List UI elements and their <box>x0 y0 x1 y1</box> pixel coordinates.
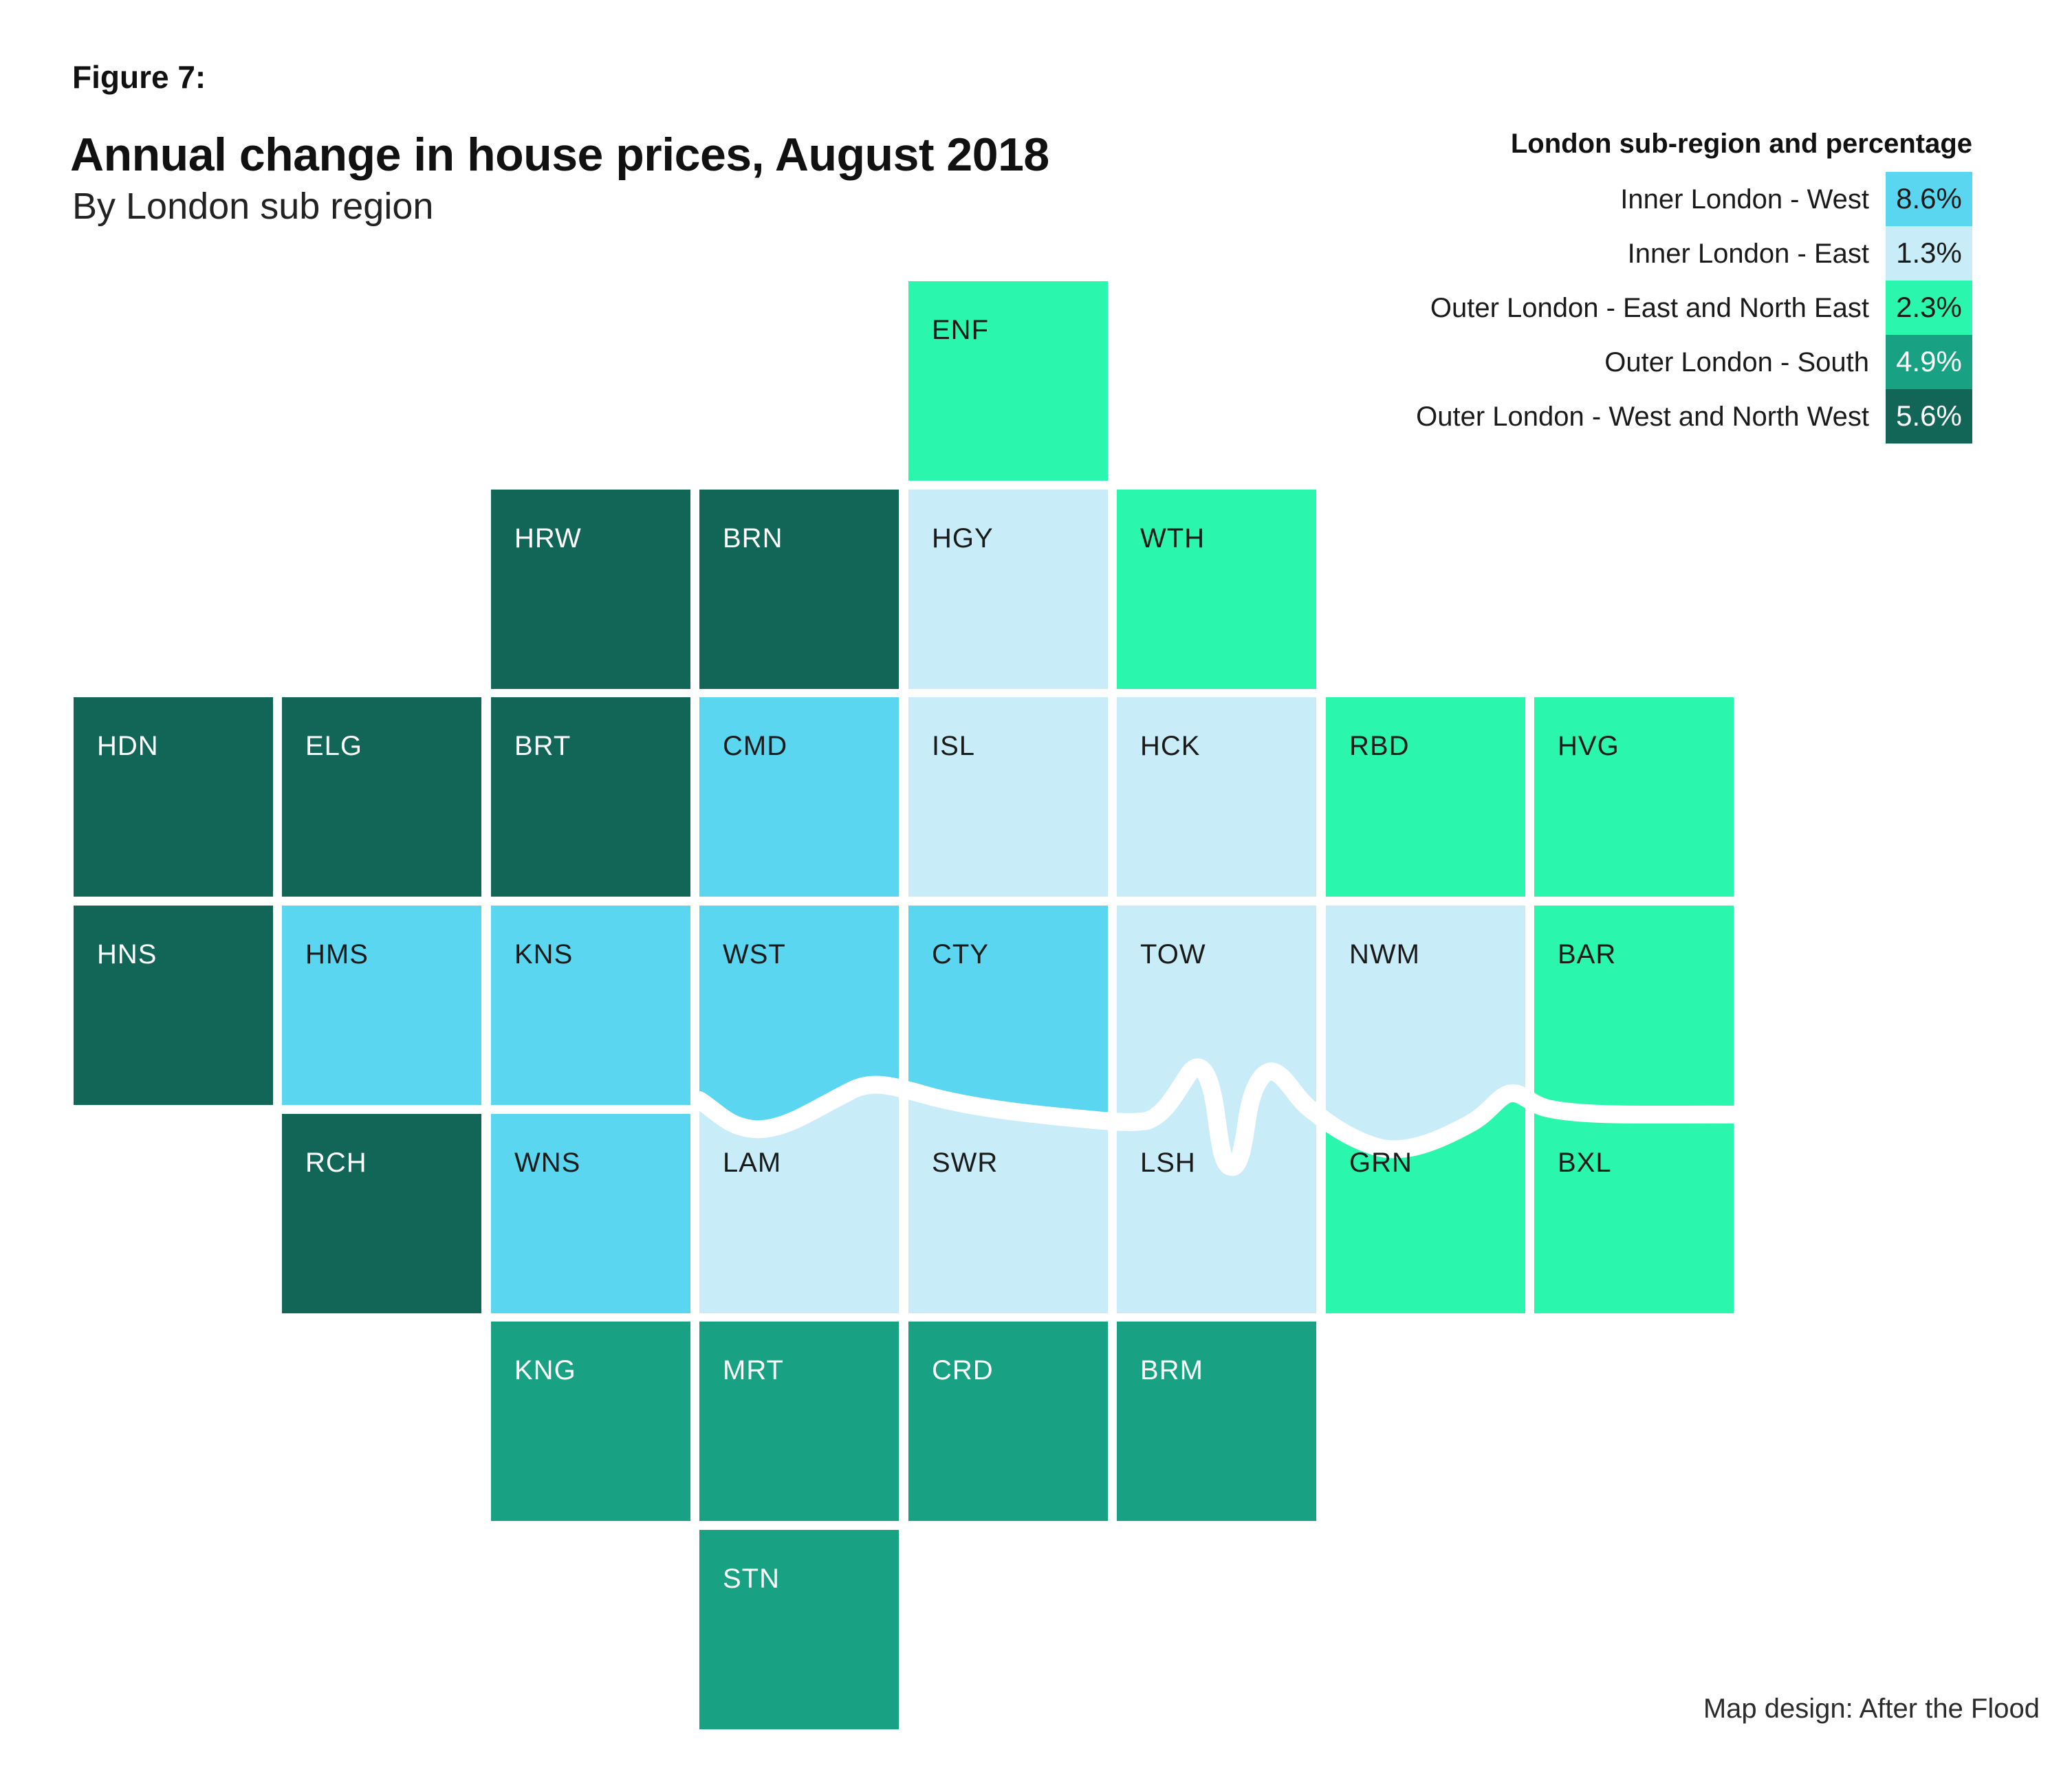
tile-kns <box>491 906 690 1105</box>
legend-item: Outer London - West and North West 5.6% <box>1416 389 1972 443</box>
tile-label-hgy: HGY <box>932 523 994 554</box>
tile-label-kns: KNS <box>514 939 573 970</box>
tile-hvg <box>1534 697 1734 897</box>
borough-tile-grid <box>74 281 1734 1729</box>
tile-label-kng: KNG <box>514 1355 576 1386</box>
legend-item: Outer London - East and North East 2.3% <box>1430 281 1972 335</box>
tile-label-wth: WTH <box>1140 523 1205 554</box>
tile-bxl <box>1534 1103 1734 1313</box>
tile-lam <box>699 1084 899 1313</box>
tile-label-rch: RCH <box>305 1148 367 1178</box>
figure-number: Figure 7: <box>72 59 206 95</box>
borough-tile-labels: ENF HRW BRN HGY WTH HDN ELG BRT CMD ISL HCK RBD HVG H… <box>97 315 1620 1594</box>
tile-label-brt: BRT <box>514 731 571 761</box>
map-credit: Map design: After the Flood <box>1703 1694 2040 1724</box>
legend-header: London sub-region and percentage <box>1511 129 1972 159</box>
tile-label-cty: CTY <box>932 939 989 970</box>
tile-rbd <box>1326 697 1525 897</box>
tile-hrw <box>491 490 690 689</box>
legend-item: Inner London - East 1.3% <box>1628 226 1972 281</box>
legend-value: 8.6% <box>1896 182 1962 215</box>
tile-enf <box>908 281 1108 481</box>
tile-hns <box>74 906 273 1105</box>
tile-label-hck: HCK <box>1140 731 1200 761</box>
tile-hgy <box>908 490 1108 689</box>
legend: London sub-region and percentage Inner L… <box>1416 129 1972 443</box>
tile-hck <box>1117 697 1316 897</box>
legend-value: 2.3% <box>1896 291 1962 323</box>
legend-swatch <box>1886 172 1972 226</box>
tile-label-lsh: LSH <box>1140 1148 1196 1178</box>
legend-swatch <box>1886 281 1972 335</box>
tile-wns <box>491 1114 690 1313</box>
tile-label-nwm: NWM <box>1349 939 1420 970</box>
tile-label-hvg: HVG <box>1558 731 1620 761</box>
legend-label: Outer London - West and North West <box>1416 402 1869 432</box>
legend-value: 5.6% <box>1896 399 1962 432</box>
figure-title: Annual change in house prices, August 20… <box>70 129 1049 181</box>
tile-label-lam: LAM <box>723 1148 781 1178</box>
tile-stn <box>699 1530 899 1729</box>
tile-label-rbd: RBD <box>1349 731 1409 761</box>
tile-crd <box>908 1322 1108 1521</box>
tile-label-wns: WNS <box>514 1148 580 1178</box>
tile-label-hrw: HRW <box>514 523 582 554</box>
legend-label: Outer London - East and North East <box>1430 293 1869 323</box>
tile-swr <box>908 1090 1108 1313</box>
legend-swatch <box>1886 389 1972 443</box>
tile-brt <box>491 697 690 897</box>
tile-lsh <box>1117 1067 1316 1313</box>
tile-label-bar: BAR <box>1558 939 1616 970</box>
legend-swatch <box>1886 335 1972 389</box>
tile-label-enf: ENF <box>932 315 989 345</box>
tile-brm <box>1117 1322 1316 1521</box>
tile-label-brn: BRN <box>723 523 783 554</box>
tile-brn <box>699 490 899 689</box>
tile-label-cmd: CMD <box>723 731 787 761</box>
tile-isl <box>908 697 1108 897</box>
tile-rch <box>282 1114 481 1313</box>
legend-label: Inner London - West <box>1620 184 1869 215</box>
legend-value: 4.9% <box>1896 345 1962 377</box>
tile-hdn <box>74 697 273 897</box>
tile-elg <box>282 697 481 897</box>
tile-label-tow: TOW <box>1140 939 1206 970</box>
legend-item: Inner London - West 8.6% <box>1620 172 1972 226</box>
tile-label-hns: HNS <box>97 939 157 970</box>
tile-label-hdn: HDN <box>97 731 159 761</box>
legend-swatch <box>1886 226 1972 281</box>
tile-wth <box>1117 490 1316 689</box>
tile-kng <box>491 1322 690 1521</box>
tile-label-stn: STN <box>723 1564 780 1594</box>
tile-hms <box>282 906 481 1105</box>
tile-cmd <box>699 697 899 897</box>
tile-label-bxl: BXL <box>1558 1148 1612 1178</box>
legend-label: Outer London - South <box>1604 347 1869 377</box>
legend-item: Outer London - South 4.9% <box>1604 335 1972 389</box>
tile-label-brm: BRM <box>1140 1355 1203 1386</box>
tile-label-crd: CRD <box>932 1355 994 1386</box>
tile-label-grn: GRN <box>1349 1148 1413 1178</box>
tile-label-wst: WST <box>723 939 786 970</box>
legend-value: 1.3% <box>1896 237 1962 269</box>
figure-subtitle: By London sub region <box>72 186 433 227</box>
river-thames <box>690 1058 1743 1176</box>
tile-mrt <box>699 1322 899 1521</box>
tile-label-swr: SWR <box>932 1148 998 1178</box>
tile-label-elg: ELG <box>305 731 362 761</box>
figure-header: Figure 7: Annual change in house prices,… <box>70 59 1049 227</box>
tile-label-mrt: MRT <box>723 1355 784 1386</box>
legend-label: Inner London - East <box>1628 239 1869 269</box>
tile-label-isl: ISL <box>932 731 975 761</box>
tile-label-hms: HMS <box>305 939 369 970</box>
